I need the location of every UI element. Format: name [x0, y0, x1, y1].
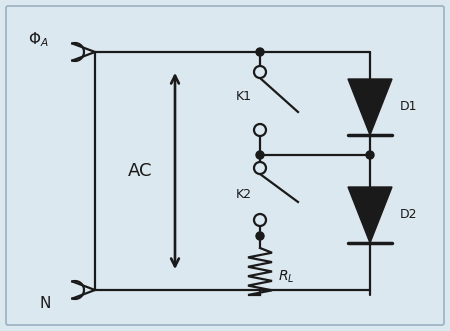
Text: AC: AC	[128, 162, 152, 180]
Circle shape	[254, 66, 266, 78]
Polygon shape	[348, 79, 392, 135]
Text: D1: D1	[400, 101, 418, 114]
Text: K2: K2	[236, 187, 252, 201]
Circle shape	[256, 48, 264, 56]
Polygon shape	[348, 187, 392, 243]
Text: N: N	[39, 297, 51, 311]
Text: $\Phi_A$: $\Phi_A$	[27, 31, 48, 49]
Circle shape	[366, 151, 374, 159]
Circle shape	[256, 232, 264, 240]
Circle shape	[254, 124, 266, 136]
Text: D2: D2	[400, 209, 418, 221]
Text: K1: K1	[236, 89, 252, 103]
Circle shape	[254, 162, 266, 174]
Text: $R_L$: $R_L$	[278, 268, 294, 285]
Circle shape	[254, 214, 266, 226]
Circle shape	[256, 151, 264, 159]
